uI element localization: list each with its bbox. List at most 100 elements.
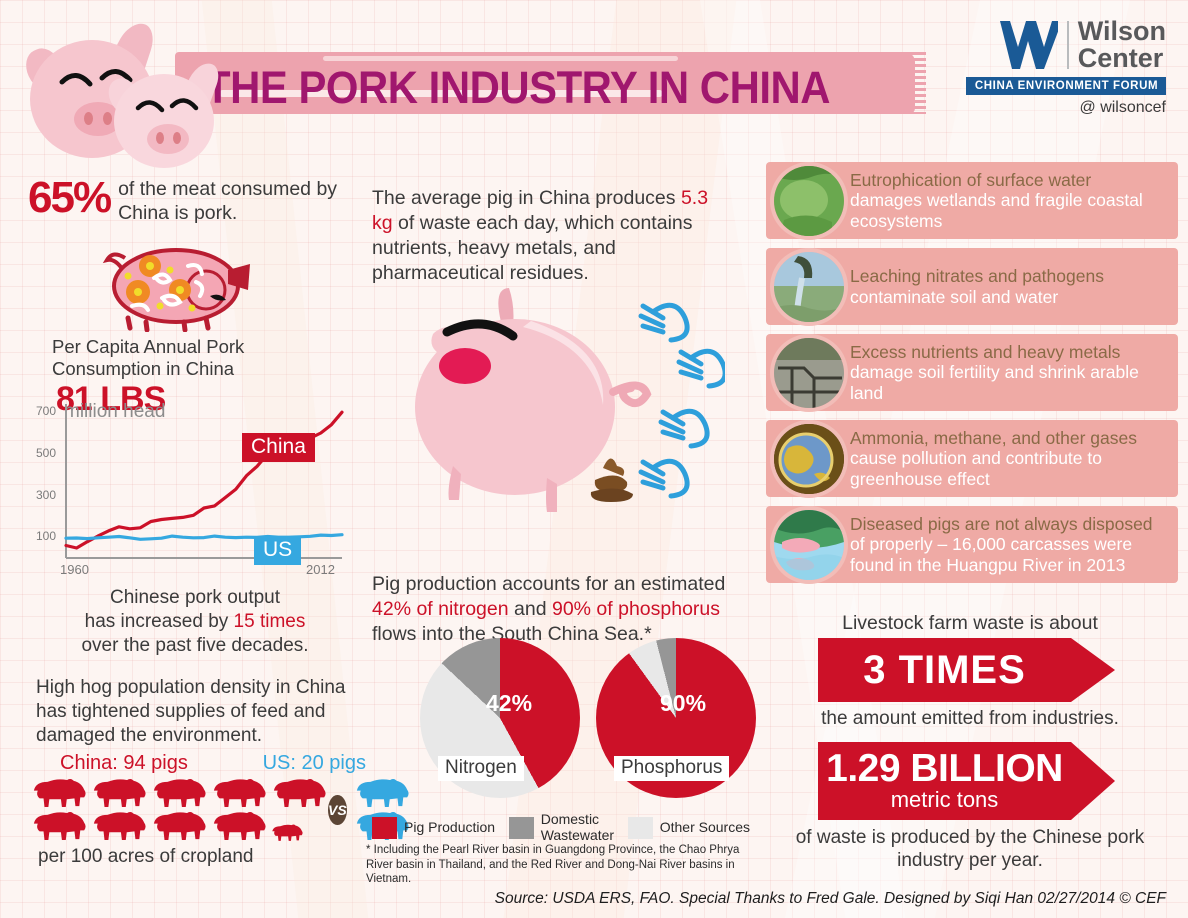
chart-y-axis-unit: million head (64, 401, 166, 422)
pig-pictogram-icon (213, 779, 266, 808)
bullet-headline: Eutrophication of surface water (850, 170, 1092, 191)
pig-pictogram-icon (272, 824, 303, 841)
chart-xtick: 1960 (60, 562, 89, 577)
legend-swatch (372, 816, 397, 839)
pig-pictogram-icon (213, 812, 266, 841)
legend-label: Other Sources (659, 818, 750, 835)
farting-pig-illustration (405, 282, 728, 512)
hog-density-text: High hog population density in China has… (36, 677, 346, 746)
increase-line-1: Chinese pork output (109, 587, 281, 608)
chart-ytick: 100 (35, 529, 56, 544)
legend-swatch (627, 816, 653, 839)
waste-text-post: of waste each day, which contains nutrie… (372, 211, 693, 284)
legend-swatch (508, 816, 534, 839)
wilson-center-logo[interactable]: Wilson Center CHINA ENVIRONMENT FORUM @ … (966, 18, 1166, 117)
per-capita-label: Per Capita Annual Pork Consumption in Ch… (52, 336, 245, 380)
logo-word-center: Center (1077, 43, 1164, 73)
pig-pictogram-icon (33, 812, 86, 841)
stat-65-value: 65% (28, 173, 112, 222)
livestock-waste-caption: Livestock farm waste is about (842, 612, 1098, 634)
bullet-item-1: Eutrophication of surface water damages w… (766, 161, 1178, 240)
logo-banner: CHINA ENVIRONMENT FORUM (966, 77, 1166, 95)
waste-highlight: 5.3 kg (372, 187, 709, 234)
pie-legend: Pig Production Domestic Wastewater Other So… (372, 811, 750, 843)
legend-label: Domestic Wastewater (540, 811, 615, 843)
np-highlight-nitrogen: 42% of nitrogen (372, 597, 509, 620)
pie-nitrogen-percent: 42% (486, 690, 533, 716)
np-post: flows into the South China Sea.* (372, 622, 652, 645)
arrow2-caption: of waste is produced by the Chinese pork… (795, 827, 1145, 872)
impact-bullet-list: Eutrophication of surface water damages w… (766, 161, 1178, 592)
wetland-pipe-icon (770, 247, 848, 326)
increase-line-3: over the past five decades. (81, 634, 309, 656)
chart-ytick: 500 (35, 445, 56, 460)
china-pigs-label: China: 94 pigs (60, 752, 188, 774)
increase-line-2a: has increased by (84, 610, 234, 632)
pig-pictogram-icon (93, 812, 146, 841)
logo-word-wilson: Wilson (1077, 16, 1166, 46)
bullet-text: Eutrophication of surface water damages w… (850, 170, 1143, 231)
bullet-headline: Diseased pigs are not always disposed (850, 514, 1153, 535)
decorative-pig-icon (88, 232, 263, 333)
cracked-soil-icon (770, 333, 848, 412)
legend-label: Pig Production (404, 818, 496, 835)
arrow-stat-129-billion: 1.29 BILLION metric tons (818, 742, 1115, 820)
stat-65-percent: 65% of the meat consumed by China is por… (28, 176, 358, 226)
np-highlight-phosphorus: 90% of phosphorus (551, 597, 721, 620)
algae-pond-icon (770, 161, 848, 240)
np-pre: Pig production accounts for an estimated (372, 573, 726, 595)
per-capita-consumption: Per Capita Annual Pork Consumption in Ch… (52, 336, 352, 419)
pig-pictogram-icon (33, 779, 86, 808)
pig-head-small-icon (103, 56, 226, 168)
pie-phosphorus-label: Phosphorus (614, 756, 730, 781)
output-increase-text: Chinese pork output has increased by 15 … (40, 586, 350, 657)
chart-ytick: 300 (35, 487, 56, 502)
acres-caption: per 100 acres of cropland (38, 846, 254, 867)
legend-item: Domestic Wastewater (508, 811, 628, 843)
pig-density-comparison: China: 94 pigs US: 20 pigs VS (30, 752, 409, 843)
waste-per-pig-text: The average pig in China produces 5.3 kg… (372, 186, 732, 286)
arrow2-value: 1.29 BILLION (826, 747, 1063, 790)
arrow-stat-3-times: 3 TIMES (818, 638, 1115, 702)
pig-row (30, 810, 328, 843)
chart-series-label-china: China (242, 433, 315, 462)
pie-phosphorus-percent: 90% (660, 690, 707, 716)
bullet-headline: Ammonia, methane, and other gases (850, 428, 1137, 449)
arrow1-value: 3 TIMES (863, 647, 1026, 692)
bullet-text: Ammonia, methane, and other gases cause p… (850, 428, 1137, 489)
pie-footnote: * Including the Pearl River basin in Gua… (366, 844, 740, 886)
title-brush-fray (900, 52, 926, 114)
page-title: THE PORK INDUSTRY IN CHINA (205, 62, 831, 113)
poop-icon (590, 458, 633, 502)
bullet-headline: Leaching nitrates and pathogens (850, 266, 1104, 287)
pig-row (353, 777, 411, 810)
increase-highlight: 15 times (233, 610, 306, 632)
pigs-in-river-icon (770, 505, 848, 584)
globe-icon (770, 419, 848, 498)
bullet-headline: Excess nutrients and heavy metals (850, 342, 1121, 363)
pig-pictogram-icon (356, 779, 409, 808)
vs-badge: VS (328, 795, 347, 825)
pig-pictogram-icon (273, 779, 326, 808)
pie-nitrogen-label: Nitrogen (438, 756, 524, 781)
chart-series-label-us: US (254, 536, 302, 565)
pig-pictogram-icon (153, 779, 206, 808)
pig-row (30, 777, 328, 810)
chart-xtick: 2012 (306, 562, 335, 577)
waste-text-pre: The average pig in China produces (372, 187, 681, 209)
arrow1-caption: the amount emitted from industries. (821, 708, 1119, 729)
stat-65-text: of the meat consumed by China is pork. (118, 178, 338, 224)
bullet-item-5: Diseased pigs are not always disposed of … (766, 505, 1178, 584)
wilson-w-mark-icon (999, 21, 1058, 69)
bullet-item-2: Leaching nitrates and pathogens contamina… (766, 247, 1178, 326)
legend-item: Other Sources (627, 816, 750, 839)
us-pigs-label: US: 20 pigs (262, 752, 366, 774)
bullet-item-4: Ammonia, methane, and other gases cause p… (766, 419, 1178, 498)
chart-ytick: 700 (35, 404, 56, 419)
pig-pictogram-icon (153, 812, 206, 841)
pork-output-line-chart (30, 398, 350, 588)
logo-handle: @ wilsoncef (1079, 99, 1167, 116)
source-credit: Source: USDA ERS, FAO. Special Thanks to… (494, 890, 1166, 907)
per-capita-value: 81 LBS (56, 380, 166, 419)
